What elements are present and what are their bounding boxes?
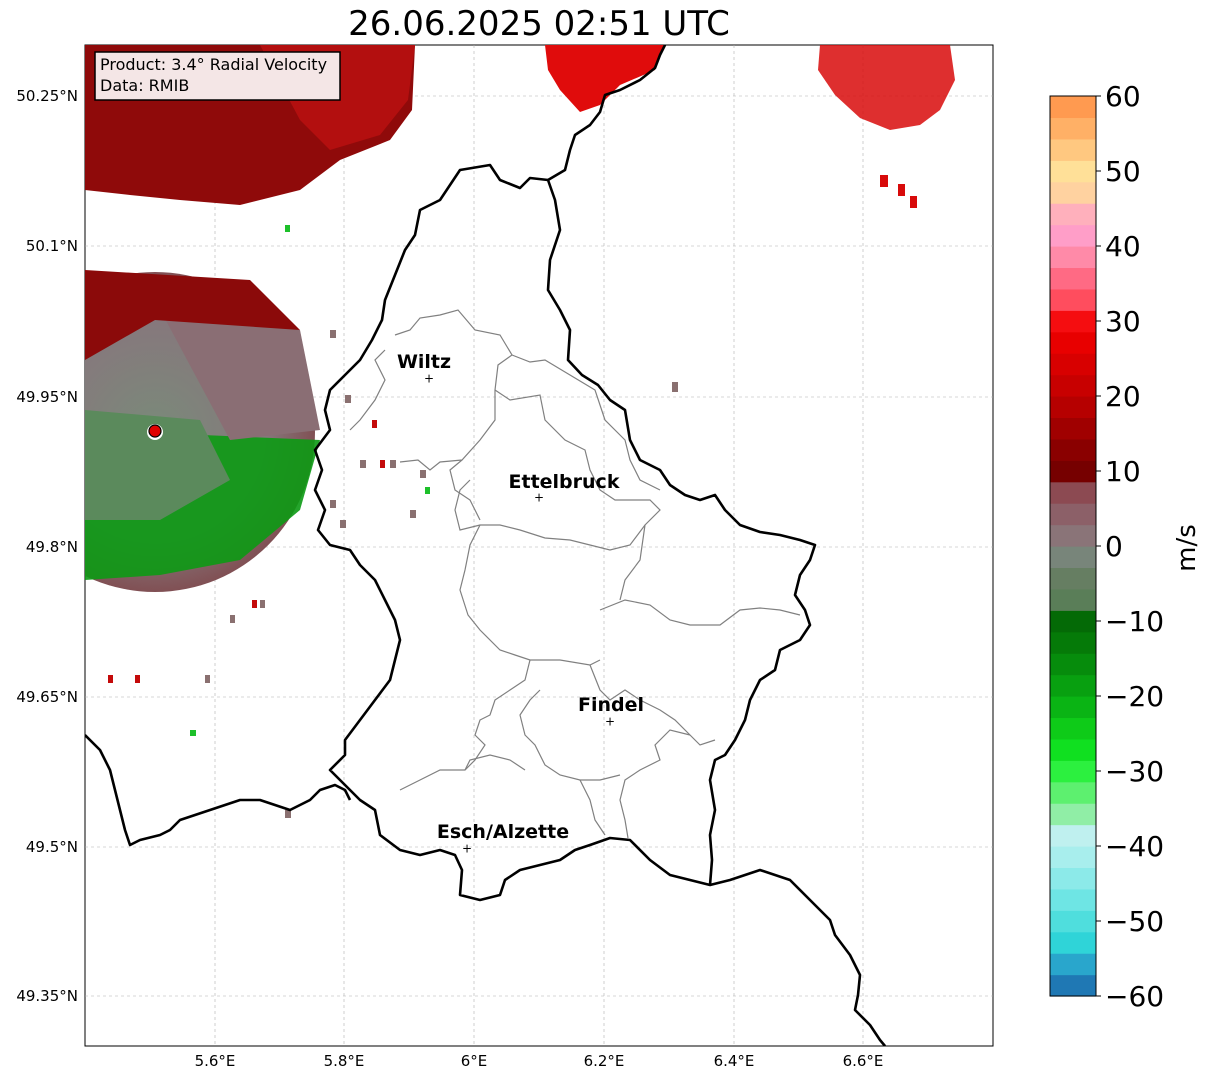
city-label-ettelbruck: Ettelbruck <box>509 471 620 493</box>
x-tick: 6.2°E <box>584 1052 625 1070</box>
colorbar-segment <box>1050 931 1096 954</box>
colorbar-segment <box>1050 224 1096 247</box>
colorbar-segment <box>1050 417 1096 440</box>
colorbar-segment <box>1050 96 1096 119</box>
y-tick: 49.8°N <box>26 538 78 556</box>
colorbar-segment <box>1050 674 1096 697</box>
colorbar-segment <box>1050 824 1096 847</box>
radar-site-marker <box>148 424 162 438</box>
colorbar-segment <box>1050 846 1096 869</box>
city-label-wiltz: Wiltz <box>397 351 451 373</box>
colorbar-segment <box>1050 567 1096 590</box>
colorbar-segment <box>1050 396 1096 419</box>
colorbar-tick: −30 <box>1105 755 1164 788</box>
city-markers: + Wiltz + Ettelbruck + Findel + Esch/Alz… <box>397 351 644 856</box>
city-marker-findel: + <box>605 715 615 729</box>
colorbar-segment <box>1050 138 1096 161</box>
colorbar-segment <box>1050 888 1096 911</box>
colorbar-segment <box>1050 910 1096 933</box>
colorbar-segment <box>1050 953 1096 976</box>
colorbar-tickmarks <box>1096 95 1101 997</box>
colorbar-segment <box>1050 760 1096 783</box>
city-marker-ettelbruck: + <box>534 491 544 505</box>
colorbar-segment <box>1050 460 1096 483</box>
colorbar-segment <box>1050 438 1096 461</box>
info-data-text: Data: RMIB <box>100 76 189 95</box>
colorbar-tick: −20 <box>1105 680 1164 713</box>
colorbar-segment <box>1050 588 1096 611</box>
x-axis-ticks: 5.6°E 5.8°E 6°E 6.2°E 6.4°E 6.6°E <box>195 1052 884 1070</box>
y-tick: 49.95°N <box>16 388 78 406</box>
city-label-findel: Findel <box>578 694 644 716</box>
colorbar-segment <box>1050 781 1096 804</box>
colorbar-tick: −60 <box>1105 980 1164 1013</box>
colorbar-segment <box>1050 117 1096 140</box>
colorbar-tick: −40 <box>1105 830 1164 863</box>
colorbar-label: m/s <box>1172 524 1202 572</box>
y-tick: 49.5°N <box>26 838 78 856</box>
x-tick: 5.6°E <box>195 1052 236 1070</box>
colorbar-segment <box>1050 738 1096 761</box>
colorbar-segment <box>1050 160 1096 183</box>
colorbar-tick: 10 <box>1105 455 1141 488</box>
colorbar-segment <box>1050 181 1096 204</box>
y-tick: 50.25°N <box>16 87 78 105</box>
colorbar <box>1049 95 1097 997</box>
colorbar-tick: 30 <box>1105 305 1141 338</box>
colorbar-tick: 60 <box>1105 80 1141 113</box>
colorbar-segment <box>1050 331 1096 354</box>
colorbar-segment <box>1050 267 1096 290</box>
colorbar-segment <box>1050 353 1096 376</box>
colorbar-segment <box>1050 974 1096 997</box>
colorbar-segment <box>1050 524 1096 547</box>
y-tick: 49.35°N <box>16 987 78 1005</box>
x-tick: 5.8°E <box>324 1052 365 1070</box>
x-tick: 6.4°E <box>714 1052 755 1070</box>
info-box: Product: 3.4° Radial Velocity Data: RMIB <box>94 51 341 101</box>
map-title: 26.06.2025 02:51 UTC <box>348 4 730 44</box>
x-tick: 6.6°E <box>843 1052 884 1070</box>
y-axis-ticks: 50.25°N 50.1°N 49.95°N 49.8°N 49.65°N 49… <box>16 87 78 1005</box>
colorbar-segment <box>1050 653 1096 676</box>
x-tick: 6°E <box>461 1052 488 1070</box>
colorbar-segment <box>1050 288 1096 311</box>
colorbar-segment <box>1050 696 1096 719</box>
colorbar-tick: −50 <box>1105 905 1164 938</box>
colorbar-segment <box>1050 203 1096 226</box>
colorbar-segment <box>1050 246 1096 269</box>
colorbar-segment <box>1050 503 1096 526</box>
canton-boundaries <box>349 309 801 839</box>
colorbar-tick: 20 <box>1105 380 1141 413</box>
colorbar-ticks: 60 50 40 30 20 10 0 −10 −20 −30 −40 −50 … <box>1105 80 1164 1013</box>
info-product-text: Product: 3.4° Radial Velocity <box>100 55 327 74</box>
colorbar-segment <box>1050 310 1096 333</box>
colorbar-tick: 40 <box>1105 230 1141 263</box>
colorbar-segment <box>1050 631 1096 654</box>
colorbar-tick: 50 <box>1105 155 1141 188</box>
y-tick: 50.1°N <box>26 237 78 255</box>
colorbar-tick: −10 <box>1105 605 1164 638</box>
colorbar-segment <box>1050 546 1096 569</box>
city-marker-esch: + <box>462 842 472 856</box>
colorbar-segment <box>1050 803 1096 826</box>
country-borders <box>85 45 886 1046</box>
y-tick: 49.65°N <box>16 688 78 706</box>
colorbar-segment <box>1050 610 1096 633</box>
colorbar-segment <box>1050 717 1096 740</box>
colorbar-segment <box>1050 374 1096 397</box>
colorbar-segment <box>1050 481 1096 504</box>
city-label-esch: Esch/Alzette <box>437 821 569 843</box>
city-marker-wiltz: + <box>424 372 434 386</box>
colorbar-tick: 0 <box>1105 530 1123 563</box>
colorbar-segment <box>1050 867 1096 890</box>
